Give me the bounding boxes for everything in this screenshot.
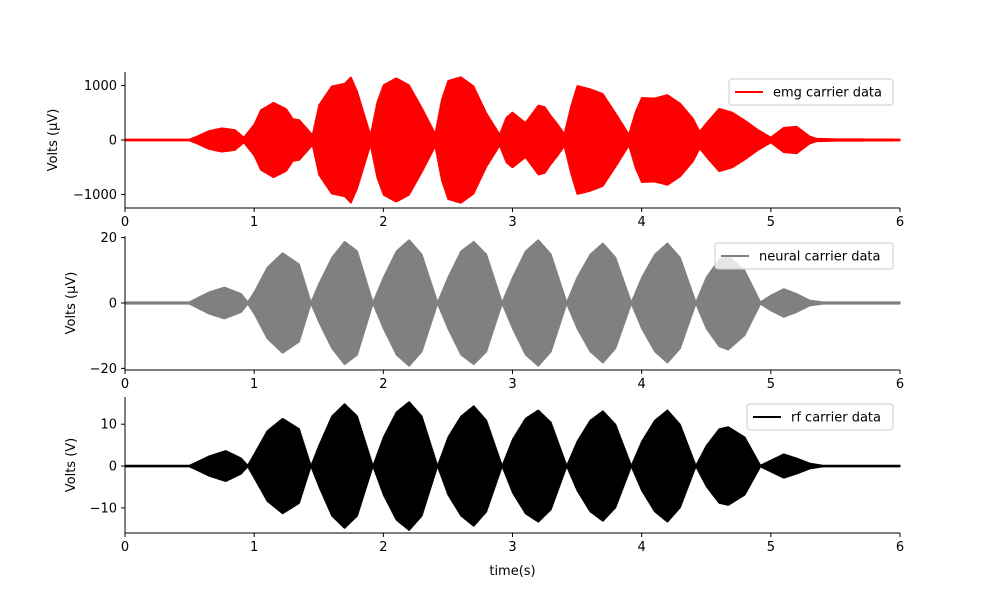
neural-x-tick-label: 0	[121, 377, 129, 392]
rf-plot-area	[124, 401, 901, 531]
emg-x-tick-label: 4	[638, 215, 646, 230]
emg-y-tick-label: −1000	[73, 188, 117, 203]
neural-x-tick-label: 6	[896, 377, 904, 392]
neural-y-ticks: −20 0 20	[90, 231, 125, 377]
emg-y-axis-label: Volts (μV)	[46, 109, 61, 172]
neural-y-tick-label: −20	[90, 362, 117, 377]
emg-x-ticks: 0 1 2 3 4 5 6	[121, 208, 904, 230]
rf-x-tick-label: 4	[638, 540, 646, 555]
emg-carrier-series	[124, 76, 901, 204]
rf-y-tick-label: 0	[109, 460, 117, 475]
rf-x-tick-label: 1	[250, 540, 258, 555]
neural-legend-label: neural carrier data	[759, 250, 880, 265]
emg-y-tick-label: 1000	[84, 79, 117, 94]
emg-x-tick-label: 1	[250, 215, 258, 230]
rf-legend-label: rf carrier data	[791, 411, 881, 426]
rf-y-ticks: −10 0 10	[90, 418, 125, 516]
neural-x-tick-label: 2	[379, 377, 387, 392]
neural-carrier-series	[124, 239, 901, 367]
emg-x-tick-label: 2	[379, 215, 387, 230]
neural-x-ticks: 0 1 2 3 4 5 6	[121, 370, 904, 392]
emg-plot-area	[124, 76, 901, 204]
emg-x-tick-label: 3	[508, 215, 516, 230]
neural-x-tick-label: 1	[250, 377, 258, 392]
rf-x-tick-label: 0	[121, 540, 129, 555]
emg-x-tick-label: 0	[121, 215, 129, 230]
rf-x-ticks: 0 1 2 3 4 5 6	[121, 533, 904, 555]
neural-x-tick-label: 5	[767, 377, 775, 392]
emg-legend-label: emg carrier data	[773, 86, 882, 101]
emg-legend-box	[728, 78, 894, 106]
neural-x-tick-label: 4	[638, 377, 646, 392]
rf-legend: rf carrier data	[746, 403, 894, 431]
neural-y-axis-label: Volts (μV)	[64, 272, 79, 335]
emg-legend: emg carrier data	[728, 78, 894, 106]
rf-y-axis-label: Volts (V)	[64, 438, 79, 493]
rf-y-tick-label: −10	[90, 501, 117, 516]
emg-x-tick-label: 5	[767, 215, 775, 230]
neural-y-tick-label: 20	[100, 231, 117, 246]
neural-panel: 0 1 2 3 4 5 6 −20 0 20 Volts (μV) neural carrier…	[64, 231, 904, 392]
neural-plot-area	[124, 239, 901, 367]
emg-panel: 0 1 2 3 4 5 6 −1000 0 1000 Volts (μV) emg carrie…	[46, 72, 904, 230]
neural-legend: neural carrier data	[714, 242, 894, 270]
rf-x-tick-label: 3	[508, 540, 516, 555]
rf-x-axis-label: time(s)	[489, 564, 535, 579]
rf-y-tick-label: 10	[100, 418, 117, 433]
rf-x-tick-label: 6	[896, 540, 904, 555]
neural-y-tick-label: 0	[109, 297, 117, 312]
emg-x-tick-label: 6	[896, 215, 904, 230]
rf-legend-box	[746, 403, 894, 431]
rf-x-tick-label: 2	[379, 540, 387, 555]
rf-carrier-series	[124, 401, 901, 531]
emg-y-ticks: −1000 0 1000	[73, 79, 125, 203]
neural-x-tick-label: 3	[508, 377, 516, 392]
emg-y-tick-label: 0	[109, 134, 117, 149]
rf-panel: 0 1 2 3 4 5 6 −10 0 10 Volts (V) time(s) rf carr…	[64, 397, 904, 579]
neural-legend-box	[714, 242, 894, 270]
rf-x-tick-label: 5	[767, 540, 775, 555]
